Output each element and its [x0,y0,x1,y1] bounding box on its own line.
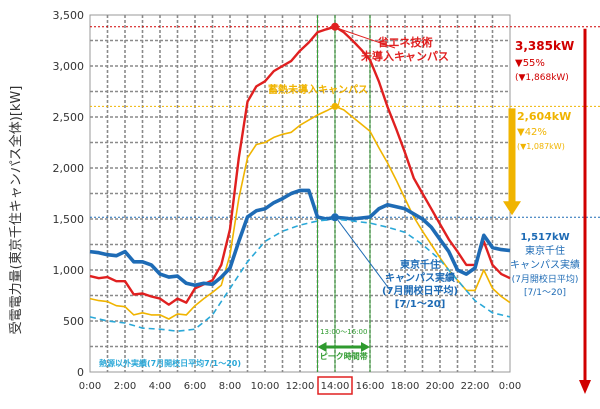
highlight-tick-box [317,376,353,395]
series-line [89,105,511,320]
series-layer [89,22,600,333]
annotation-layer: 省エネ技術未導入キャンパス蓄熱未導入キャンパス東京千住キャンパス実績(7月開校日… [99,28,458,368]
right-panel-text: ▼42% [517,127,547,138]
x-tick-label: 8:00 [219,381,241,392]
annotation-label: (7月開校日平均) [382,284,458,297]
x-tick-label: 2:00 [114,381,136,392]
y-tick-label: 2,500 [53,111,85,124]
right-panel-text: 1,517kW [520,232,569,243]
annotation-label: [7/1～20] [395,299,446,310]
annotation-leader [337,219,391,291]
x-tick-label: 16:00 [356,381,385,392]
x-tick-label: 12:00 [286,381,315,392]
y-tick-label: 3,000 [53,60,85,73]
right-panel-text: (▼1,087kW) [517,142,565,151]
series-line [89,218,511,333]
x-tick-label: 22:00 [461,381,490,392]
series-line [89,25,511,306]
peak-band-layer: 13:00～16:00 ピーク時間帯 [317,15,371,372]
y-tick-label: 2,000 [53,162,85,175]
annotation-leader [338,28,396,49]
right-panel-text: (▼1,868kW) [515,73,569,83]
series-line [89,188,511,288]
x-tick-label: 0:00 [499,381,521,392]
right-panel-text: 東京千住 [525,244,565,257]
peak-marker [331,102,339,110]
y-tick-label: 1,500 [53,213,85,226]
right-panel-text: 2,604kW [517,110,571,123]
right-panel-text: 3,385kW [515,39,574,53]
y-tick-label: 1,000 [53,264,85,277]
y-axis-label: 受電電力量(東京千住キャンパス全体)[kW] [8,86,24,335]
reduction-arrow-orange-head [503,201,521,216]
x-tick-label: 6:00 [184,381,206,392]
y-tick-label: 500 [63,315,84,328]
right-panel-text: ▼55% [515,58,545,69]
peak-band-time-label: 13:00～16:00 [320,328,367,336]
x-tick-label: 14:00 [321,381,350,392]
x-tick-label: 20:00 [426,381,455,392]
peak-band-arrow-left [317,342,327,352]
peak-band-label: ピーク時間帯 [320,351,368,361]
annotation-label: キャンパス実績 [385,271,455,284]
annotation-label: 蓄熱未導入キャンパス [268,83,368,96]
annotation-leader [337,97,341,107]
annotation-label: 東京千住 [400,258,440,271]
grid-layer [89,14,511,373]
peak-marker [331,22,339,31]
right-panel-text: キャンパス実績 [510,258,580,271]
reduction-arrow-red-head [579,380,591,394]
peak-marker [331,213,339,222]
y-tick-label: 0 [77,366,84,379]
axes-layer: 0 500 1,000 1,500 2,000 2,500 3,000 3,500 0:00 2:… [53,9,521,395]
right-panel: 3,385kW ▼55% (▼1,868kW) 2,604kW ▼42% (▼1,087k… [503,28,591,394]
x-tick-label: 4:00 [149,381,171,392]
right-panel-text: [7/1～20] [524,288,566,298]
y-tick-label: 3,500 [53,9,85,22]
annotation-label: 熱源以外実績(7月開校日平均7/1～20) [99,358,241,368]
annotation-label: 未導入キャンパス [360,49,449,63]
x-tick-label: 10:00 [251,381,280,392]
x-tick-label: 18:00 [391,381,420,392]
x-tick-label: 0:00 [79,381,101,392]
right-panel-text: (7月開校日平均) [512,273,579,285]
peak-band-arrow-right [361,342,370,352]
annotation-label: 省エネ技術 [377,35,433,49]
